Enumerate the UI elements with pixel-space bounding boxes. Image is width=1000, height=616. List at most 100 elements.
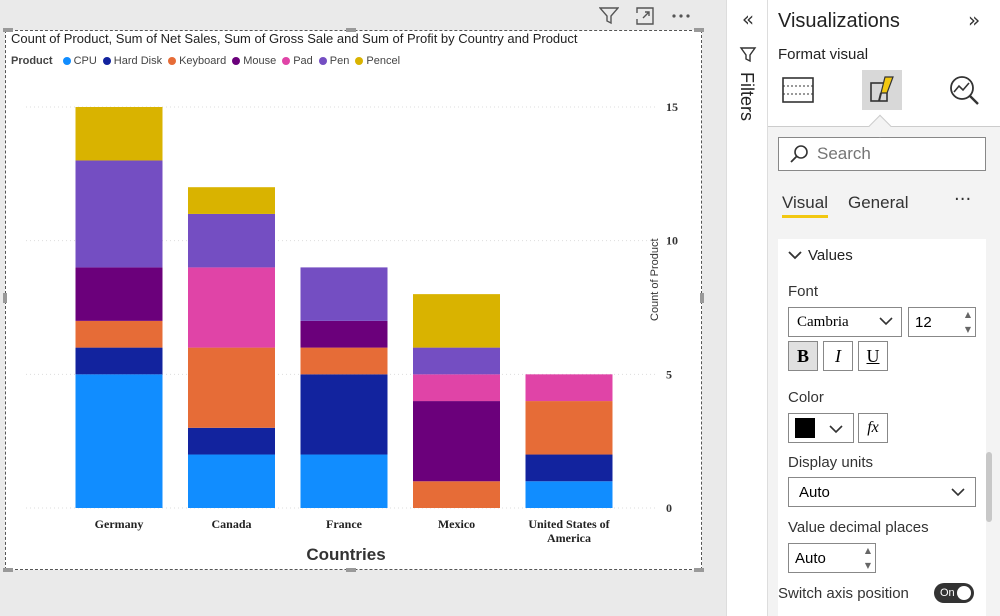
visual-header-toolbar (596, 4, 706, 28)
resize-handle-top-right[interactable] (694, 28, 704, 32)
switch-axis-label: Switch axis position (778, 585, 909, 602)
legend-swatch (355, 57, 364, 65)
legend-item[interactable]: Pen (318, 55, 350, 67)
focus-mode-icon[interactable] (632, 5, 658, 27)
bar-segment[interactable] (188, 427, 275, 455)
filters-pane-label[interactable]: Filters (737, 72, 757, 121)
legend-item[interactable]: Pad (282, 55, 313, 67)
tab-visual[interactable]: Visual (782, 193, 828, 218)
search-box[interactable] (778, 137, 986, 171)
legend-item[interactable]: Pencel (355, 55, 400, 67)
bar-segment[interactable] (525, 454, 613, 482)
tab-general[interactable]: General (848, 193, 909, 212)
more-options-icon[interactable] (668, 5, 694, 27)
bar-segment[interactable] (413, 481, 500, 508)
display-units-value: Auto (799, 483, 830, 501)
resize-handle-bottom-right[interactable] (694, 568, 704, 572)
bar-segment[interactable] (525, 401, 613, 455)
format-visual-label: Format visual (778, 46, 869, 63)
y-tick-label: 5 (666, 367, 672, 381)
increment-icon[interactable]: ▲ (964, 310, 971, 319)
analytics-icon[interactable] (944, 70, 984, 110)
bar-segment[interactable] (300, 267, 388, 321)
bar-segment[interactable] (75, 320, 163, 348)
legend-item[interactable]: Mouse (232, 55, 276, 67)
collapse-filters-icon[interactable]: « (741, 7, 755, 31)
bar-segment[interactable] (188, 347, 275, 428)
resize-handle-bottom[interactable] (346, 568, 356, 572)
filter-pane-icon[interactable] (739, 46, 757, 64)
bar-segment[interactable] (188, 187, 275, 214)
legend-label: Pencel (366, 55, 401, 67)
bar-segment[interactable] (413, 374, 500, 402)
resize-handle-top-left[interactable] (3, 28, 13, 32)
chevron-down-icon (879, 314, 893, 331)
legend-swatch (318, 57, 327, 65)
chart-title: Count of Product, Sum of Net Sales, Sum … (11, 31, 578, 46)
legend-label: Pen (329, 55, 350, 67)
bar-segment[interactable] (300, 454, 388, 508)
resize-handle-right[interactable] (700, 293, 704, 303)
legend-item[interactable]: Keyboard (168, 55, 226, 67)
resize-handle-bottom-left[interactable] (3, 568, 13, 572)
bar-segment[interactable] (525, 481, 613, 508)
decrement-icon[interactable]: ▼ (964, 325, 971, 334)
italic-button[interactable]: I (823, 341, 853, 371)
bar-segment[interactable] (188, 213, 275, 268)
decimal-places-value: Auto (795, 549, 826, 567)
bar-segment[interactable] (300, 347, 388, 375)
legend-swatch (282, 57, 291, 65)
x-axis-title: Countries (306, 545, 386, 564)
bar-segment[interactable] (413, 401, 500, 482)
font-label: Font (788, 283, 819, 300)
x-tick-label: Germany (95, 517, 144, 531)
collapse-visualizations-icon[interactable]: » (968, 8, 981, 32)
legend-swatch (62, 57, 71, 65)
stacked-column-chart-visual[interactable]: Count of Product, Sum of Net Sales, Sum … (3, 28, 704, 572)
bar-segment[interactable] (525, 374, 613, 402)
legend-item[interactable]: Hard Disk (102, 55, 162, 67)
bar-segment[interactable] (75, 374, 163, 508)
bar-segment[interactable] (188, 454, 275, 508)
search-input[interactable] (817, 144, 977, 164)
resize-handle-top[interactable] (346, 28, 356, 32)
filter-icon[interactable] (596, 5, 622, 27)
chart-plot-area: 0 5 10 15 Germany Canada France Mexico United St… (26, 100, 678, 545)
visualizations-pane: Visualizations » Format visual Visual Ge… (768, 0, 1000, 616)
resize-handle-left[interactable] (3, 293, 7, 303)
legend-swatch (232, 57, 241, 65)
bar-segment[interactable] (300, 320, 388, 348)
legend-item[interactable]: CPU (62, 55, 97, 67)
bar-segment[interactable] (75, 160, 163, 268)
increment-icon[interactable]: ▲ (864, 546, 871, 555)
build-visual-icon[interactable] (778, 70, 818, 110)
color-picker[interactable] (788, 413, 854, 443)
bar-segment[interactable] (75, 347, 163, 375)
bar-segment[interactable] (300, 374, 388, 455)
bar-segment[interactable] (75, 107, 163, 161)
format-visual-icon[interactable] (862, 70, 902, 110)
more-options-icon[interactable]: ··· (954, 189, 972, 210)
font-family-select[interactable]: Cambria (788, 307, 902, 337)
y-axis-title: Count of Product (649, 238, 661, 321)
y-tick-label: 15 (666, 100, 678, 114)
font-size-stepper[interactable]: 12 ▲ ▼ (908, 307, 976, 337)
switch-axis-toggle[interactable]: On (934, 583, 974, 603)
bar-segment[interactable] (188, 267, 275, 348)
underline-button[interactable]: U (858, 341, 888, 371)
values-section-header[interactable]: Values (788, 247, 853, 264)
decimal-places-stepper[interactable]: Auto ▲ ▼ (788, 543, 876, 573)
bar-segment[interactable] (75, 267, 163, 321)
visualizations-title: Visualizations (778, 10, 900, 32)
x-tick-label: United States of America (528, 517, 610, 545)
bar-segment[interactable] (413, 347, 500, 375)
bar-segment[interactable] (413, 294, 500, 348)
values-format-card: Values Font Cambria 12 ▲ ▼ B I U Color (778, 239, 986, 616)
pane-scrollbar[interactable] (986, 452, 992, 522)
display-units-select[interactable]: Auto (788, 477, 976, 507)
x-tick-label: France (326, 517, 363, 531)
y-tick-label: 10 (666, 234, 678, 248)
bold-button[interactable]: B (788, 341, 818, 371)
conditional-format-button[interactable]: fx (858, 413, 888, 443)
decrement-icon[interactable]: ▼ (864, 561, 871, 570)
